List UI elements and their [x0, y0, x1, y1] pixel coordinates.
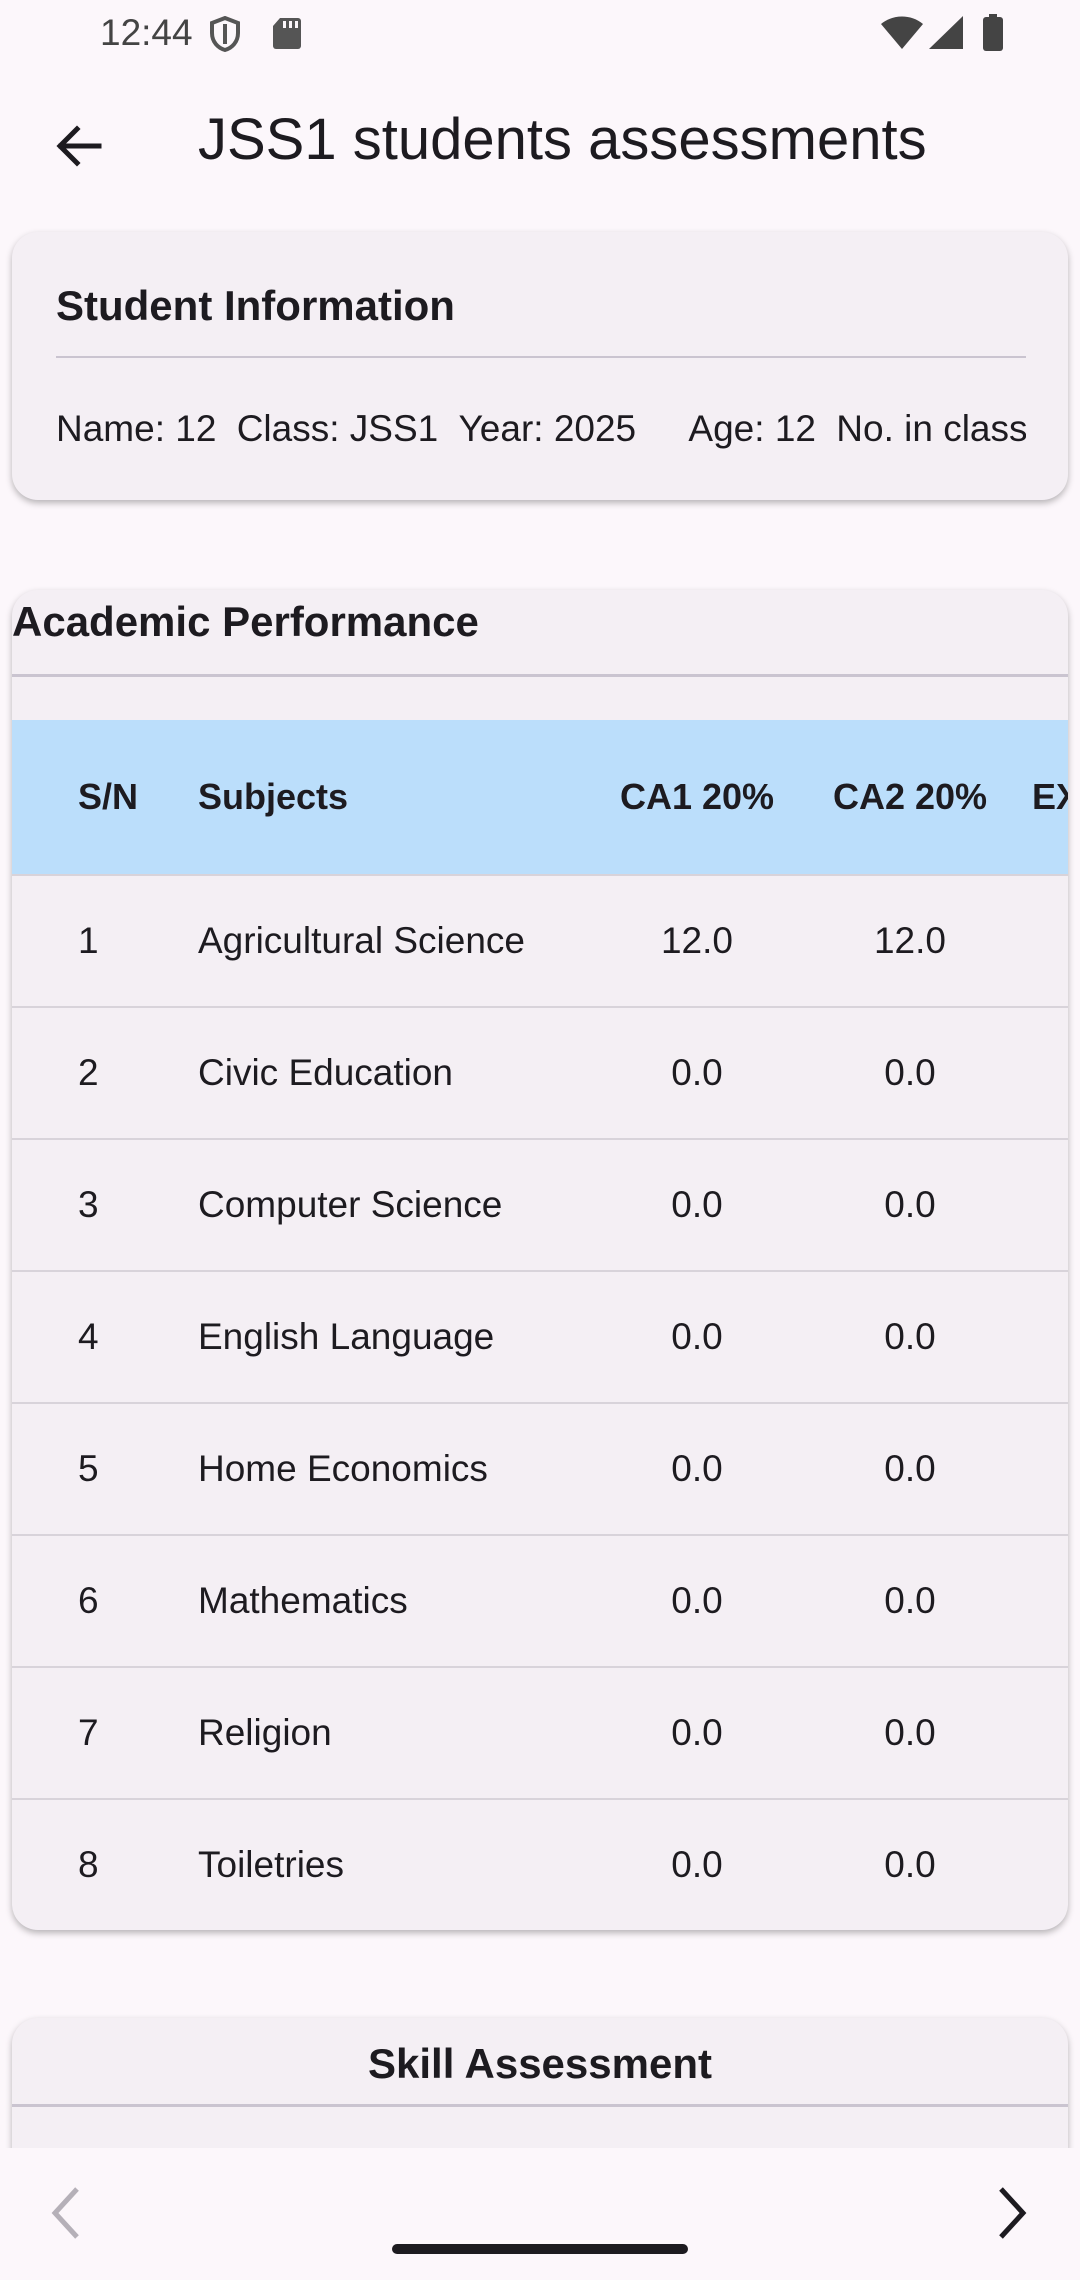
- arrow-back-icon: [56, 125, 102, 167]
- academic-performance-title: Academic Performance: [12, 598, 479, 645]
- cell-subject: Civic Education: [198, 1052, 454, 1093]
- table-row: 8 Toiletries 0.0 0.0: [12, 1800, 1068, 1930]
- table-row: 1 Agricultural Science 12.0 12.0: [12, 876, 1068, 1008]
- table-row: 3 Computer Science 0.0 0.0: [12, 1140, 1068, 1272]
- skill-assessment-title: Skill Assessment: [368, 2040, 712, 2087]
- cell-sn: 4: [78, 1316, 99, 1357]
- next-button[interactable]: [978, 2178, 1048, 2248]
- cell-ca2: 0.0: [884, 1844, 936, 1885]
- table-row: 4 English Language 0.0 0.0: [12, 1272, 1068, 1404]
- column-header-ca1: CA1 20%: [619, 776, 775, 817]
- shield-icon: [210, 15, 240, 57]
- skill-assessment-divider: [12, 2104, 1068, 2107]
- cell-sn: 8: [78, 1844, 99, 1885]
- cell-subject: Toiletries: [198, 1844, 344, 1885]
- cell-ca2: 0.0: [884, 1580, 936, 1621]
- cell-sn: 1: [78, 920, 99, 961]
- app-bar: JSS1 students assessments: [0, 70, 1080, 215]
- cell-ca1: 0.0: [671, 1580, 723, 1621]
- previous-button[interactable]: [30, 2178, 100, 2248]
- cell-ca2: 0.0: [884, 1184, 936, 1225]
- column-header-subjects: Subjects: [198, 776, 349, 817]
- wifi-icon: [880, 16, 924, 55]
- cell-ca1: 0.0: [671, 1844, 723, 1885]
- student-age: Age: 12: [688, 408, 816, 449]
- cell-sn: 3: [78, 1184, 99, 1225]
- battery-icon: [982, 14, 1004, 57]
- cell-ca1: 0.0: [671, 1316, 723, 1357]
- back-button[interactable]: [40, 108, 116, 184]
- table-body: 1 Agricultural Science 12.0 12.0 2 Civic Educ…: [12, 876, 1068, 1930]
- student-information-card: Student Information Name: 12 Class: JSS1…: [12, 232, 1068, 500]
- cell-ca2: 0.0: [884, 1052, 936, 1093]
- cell-ca1: 0.0: [671, 1448, 723, 1489]
- home-indicator[interactable]: [392, 2244, 688, 2254]
- cell-subject: Religion: [198, 1712, 332, 1753]
- column-header-ca2: CA2 20%: [832, 776, 988, 817]
- student-information-row: Name: 12 Class: JSS1 Year: 2025 Age: 12 …: [56, 408, 1026, 464]
- academic-performance-divider: [12, 674, 1068, 677]
- student-class: Class: JSS1: [236, 408, 439, 449]
- number-in-class: No. in class: [836, 408, 1026, 449]
- cell-subject: English Language: [198, 1316, 495, 1357]
- cell-subject: Computer Science: [198, 1184, 503, 1225]
- student-information-divider: [56, 356, 1026, 358]
- cell-sn: 6: [78, 1580, 99, 1621]
- academic-performance-card: Academic Performance S/N Subjects CA1 20…: [12, 590, 1068, 1930]
- student-year: Year: 2025: [458, 408, 637, 449]
- cell-ca2: 0.0: [884, 1712, 936, 1753]
- cell-subject: Home Economics: [198, 1448, 488, 1489]
- table-row: 7 Religion 0.0 0.0: [12, 1668, 1068, 1800]
- cell-ca1: 0.0: [671, 1184, 723, 1225]
- sd-card-icon: [272, 16, 302, 55]
- status-bar: 12:44: [0, 0, 1080, 66]
- cell-ca2: 12.0: [873, 920, 946, 961]
- column-header-exam: EX: [1032, 776, 1068, 817]
- table-row: 5 Home Economics 0.0 0.0: [12, 1404, 1068, 1536]
- cell-subject: Mathematics: [198, 1580, 408, 1621]
- cell-ca2: 0.0: [884, 1448, 936, 1489]
- page-title: JSS1 students assessments: [198, 107, 927, 172]
- assessment-table[interactable]: S/N Subjects CA1 20% CA2 20% EX 1 Agricul…: [12, 720, 1068, 1930]
- cell-ca2: 0.0: [884, 1316, 936, 1357]
- student-name: Name: 12: [56, 408, 217, 449]
- status-time: 12:44: [100, 12, 193, 53]
- student-information-title: Student Information: [56, 282, 455, 329]
- cell-subject: Agricultural Science: [198, 920, 525, 961]
- cell-ca1: 12.0: [660, 920, 733, 961]
- cell-ca1: 0.0: [671, 1712, 723, 1753]
- cell-sn: 5: [78, 1448, 99, 1489]
- cell-signal-icon: [928, 16, 964, 55]
- bottom-navigation: [0, 2148, 1080, 2280]
- table-header: S/N Subjects CA1 20% CA2 20% EX: [12, 720, 1068, 876]
- cell-sn: 2: [78, 1052, 99, 1093]
- chevron-right-icon: [999, 2187, 1027, 2239]
- table-row: 6 Mathematics 0.0 0.0: [12, 1536, 1068, 1668]
- cell-sn: 7: [78, 1712, 99, 1753]
- chevron-left-icon: [51, 2187, 79, 2239]
- cell-ca1: 0.0: [671, 1052, 723, 1093]
- column-header-sn: S/N: [78, 776, 139, 817]
- table-row: 2 Civic Education 0.0 0.0: [12, 1008, 1068, 1140]
